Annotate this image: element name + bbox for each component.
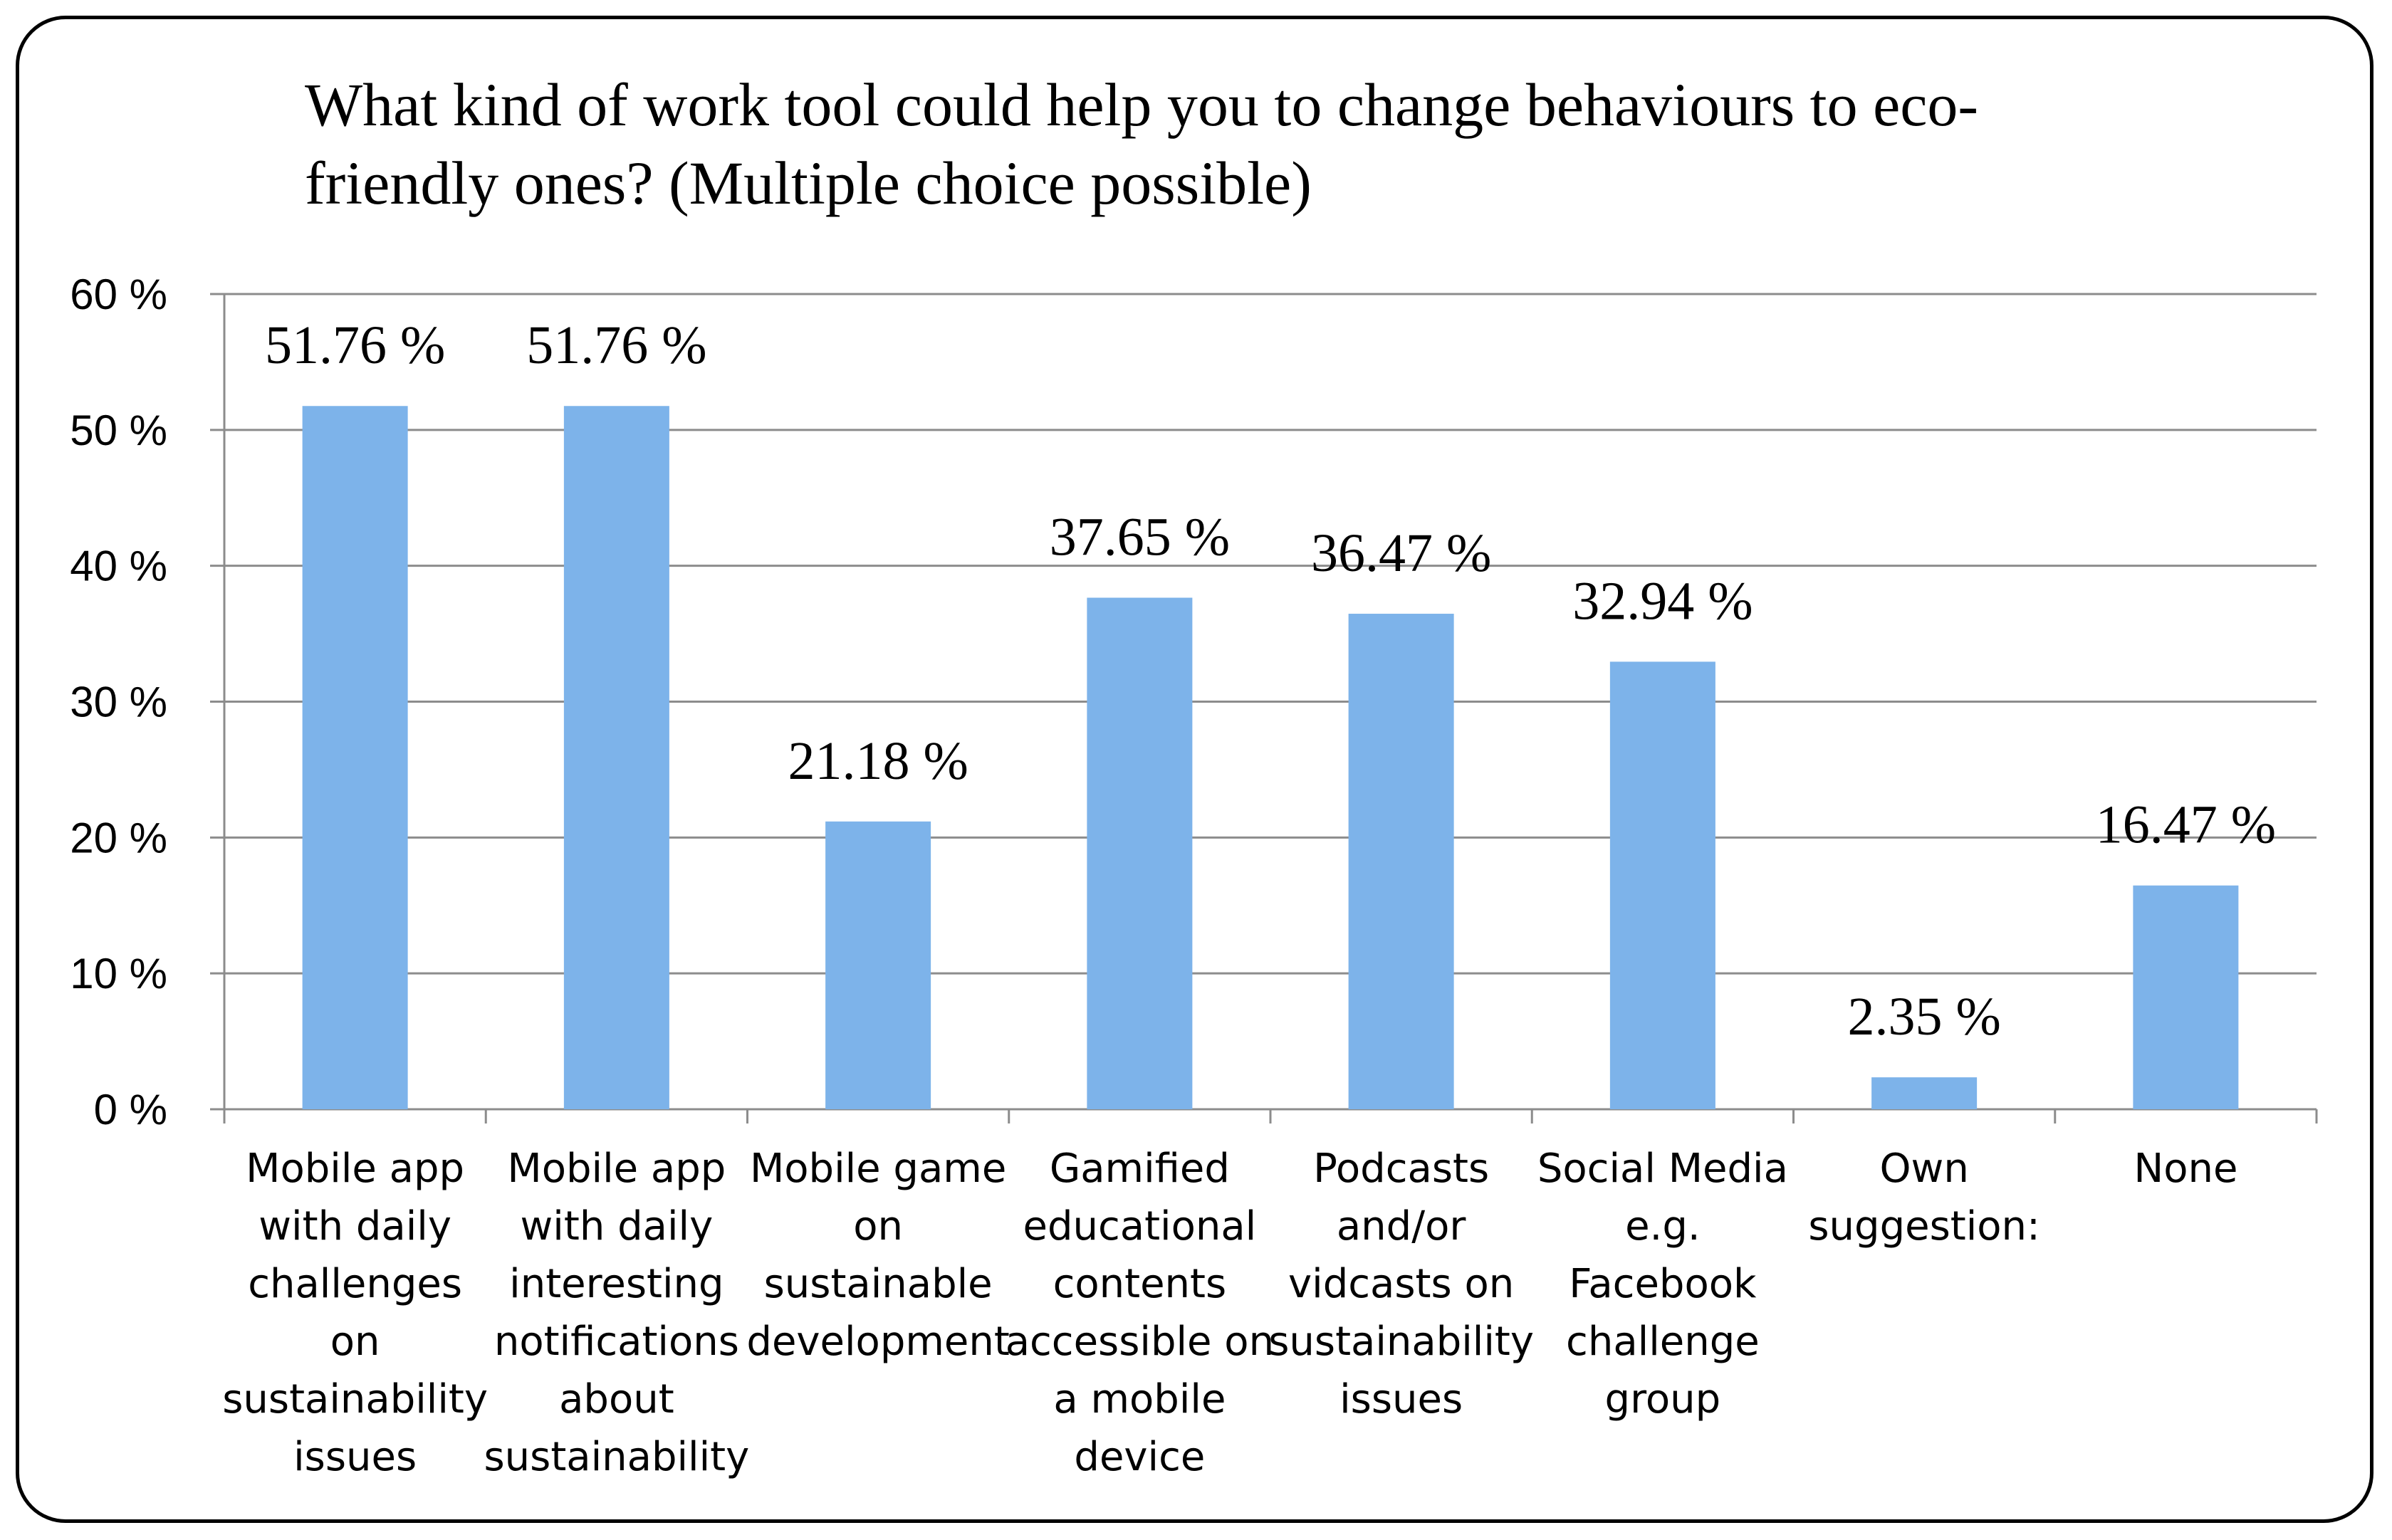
x-category-label-line: on <box>853 1203 903 1250</box>
data-label-4: 37.65 % <box>1050 508 1230 567</box>
x-category-label-line: on <box>330 1319 380 1365</box>
chart-title-line-2: friendly ones? (Multiple choice possible… <box>305 149 1312 217</box>
x-category-label-line: and/or <box>1337 1203 1466 1250</box>
bar-4 <box>1087 597 1193 1109</box>
x-category-label-1: Mobile app with daily challenges on sustaina… <box>222 1146 488 1480</box>
data-labels: 51.76 % 51.76 % 21.18 % 37.65 % 36.47 % 32.94… <box>265 315 2276 1047</box>
x-category-label-line: vidcasts on <box>1288 1261 1514 1307</box>
x-axis-labels: Mobile app with daily challenges on sustaina… <box>222 1146 2237 1480</box>
y-tick-label: 40 % <box>70 543 167 590</box>
x-category-label-line: e.g. <box>1625 1203 1701 1250</box>
y-tick-label: 0 % <box>94 1086 167 1133</box>
x-category-label-line: with daily <box>521 1203 714 1250</box>
x-category-label-line: device <box>1074 1434 1205 1480</box>
x-category-label-line: issues <box>1339 1376 1463 1423</box>
x-category-label-line: Gamified <box>1050 1146 1230 1192</box>
data-label-5: 36.47 % <box>1311 523 1491 583</box>
bar-7 <box>1871 1077 1978 1109</box>
y-tick-label: 60 % <box>70 271 167 318</box>
chart-title-line-1: What kind of work tool could help you to… <box>305 70 1978 139</box>
data-label-7: 2.35 % <box>1847 987 2000 1047</box>
x-category-label-line: Social Media <box>1537 1146 1788 1192</box>
data-label-6: 32.94 % <box>1572 571 1753 631</box>
x-category-label-line: Facebook <box>1569 1261 1757 1307</box>
bar-3 <box>825 821 931 1109</box>
x-category-label-5: Podcasts and/or vidcasts on sustainability i… <box>1268 1146 1534 1423</box>
x-category-label-line: sustainability <box>484 1434 749 1480</box>
x-category-label-line: a mobile <box>1053 1376 1226 1423</box>
x-category-label-7: Own suggestion: <box>1808 1146 2040 1250</box>
y-tick-label: 10 % <box>70 950 167 997</box>
x-category-label-line: interesting <box>509 1261 724 1307</box>
y-tick-label: 20 % <box>70 814 167 861</box>
x-category-label-line: accessible on <box>1006 1319 1274 1365</box>
data-label-8: 16.47 % <box>2096 795 2276 855</box>
bar-8 <box>2133 885 2239 1109</box>
x-category-label-line: sustainability <box>222 1376 488 1423</box>
x-category-label-line: Mobile app <box>507 1146 726 1192</box>
bar-1 <box>302 406 408 1109</box>
data-label-1: 51.76 % <box>265 315 445 375</box>
x-category-label-line: about <box>559 1376 674 1423</box>
x-category-label-line: educational <box>1023 1203 1257 1250</box>
x-category-label-3: Mobile game on sustainable development <box>746 1146 1009 1365</box>
x-category-label-6: Social Media e.g. Facebook challenge group <box>1537 1146 1788 1423</box>
bars <box>302 406 2239 1109</box>
x-category-label-line: challenges <box>248 1261 462 1307</box>
x-category-label-line: with daily <box>258 1203 451 1250</box>
x-category-label-line: Mobile app <box>246 1146 464 1192</box>
x-category-label-line: group <box>1605 1376 1721 1423</box>
data-label-3: 21.18 % <box>788 731 968 791</box>
chart-frame <box>16 16 2373 1523</box>
gridlines <box>224 293 2317 975</box>
y-tick-label: 50 % <box>70 407 167 454</box>
x-category-label-line: sustainability <box>1268 1319 1534 1365</box>
x-category-label-line: Podcasts <box>1313 1146 1489 1192</box>
x-category-label-line: notifications <box>494 1319 739 1365</box>
x-category-label-line: challenge <box>1566 1319 1760 1365</box>
x-category-label-8: None <box>2134 1146 2237 1192</box>
x-category-label-2: Mobile app with daily interesting notificat… <box>484 1146 749 1480</box>
data-label-2: 51.76 % <box>526 315 706 375</box>
x-category-label-line: development <box>746 1319 1009 1365</box>
bar-6 <box>1609 661 1715 1109</box>
bar-2 <box>563 406 669 1109</box>
x-category-label-line: contents <box>1053 1261 1227 1307</box>
x-category-label-4: Gamified educational contents accessible on… <box>1006 1146 1274 1480</box>
x-category-label-line: Own <box>1879 1146 1968 1192</box>
axes: 0 % 10 % 20 % 30 % 40 % 50 % 60 % <box>70 271 2318 1133</box>
x-category-label-line: sustainable <box>764 1261 993 1307</box>
y-tick-label: 30 % <box>70 679 167 726</box>
chart-title: What kind of work tool could help you to… <box>305 70 1978 217</box>
x-category-label-line: issues <box>293 1434 417 1480</box>
bar-5 <box>1348 614 1454 1109</box>
x-category-label-line: None <box>2134 1146 2237 1192</box>
x-category-label-line: Mobile game <box>750 1146 1006 1192</box>
x-category-label-line: suggestion: <box>1808 1203 2040 1250</box>
